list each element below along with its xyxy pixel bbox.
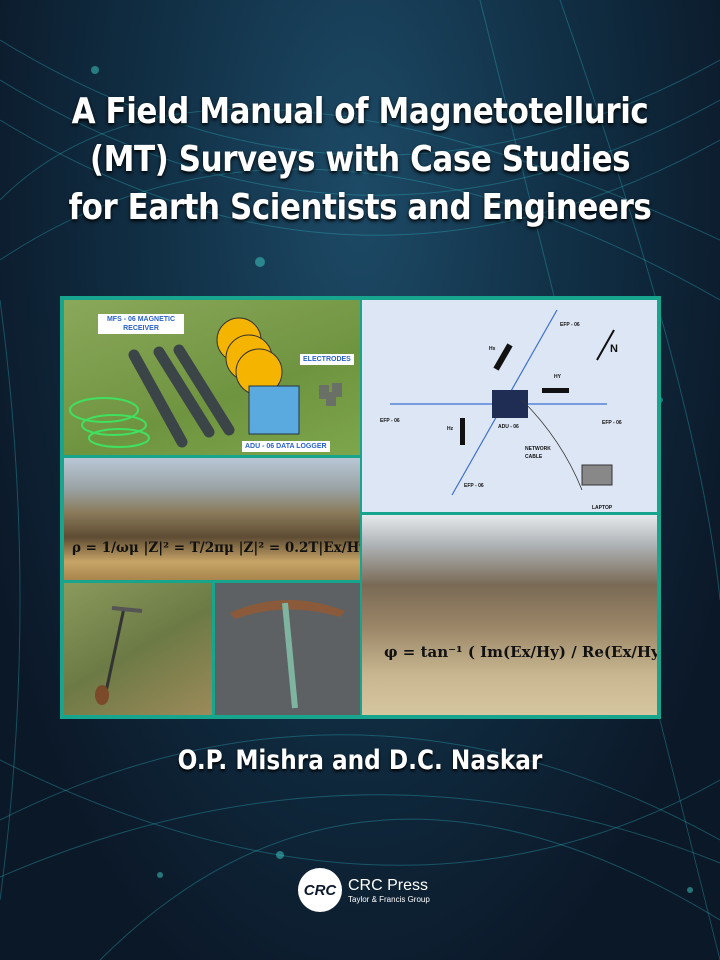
publisher-name: CRC Press <box>348 876 429 894</box>
equipment-photo: MFS - 06 MAGNETIC RECEIVER ELECTRODES AD… <box>64 300 360 455</box>
diagram-label: ADU - 06 <box>498 424 519 430</box>
crc-logo: CRC <box>298 868 342 912</box>
title-line: for Earth Scientists and Engineers <box>68 187 652 228</box>
diagram-label: Hx <box>489 346 496 352</box>
diagram-label: EFP - 06 <box>380 418 400 424</box>
diagram-label: LAPTOP <box>592 505 613 511</box>
label-electrodes: ELECTRODES <box>300 354 354 365</box>
landscape-photo-resistivity: ρ = 1/ωμ |Z|² = T/2πμ |Z|² = 0.2T|Ex/Hy|… <box>64 458 360 580</box>
auger-photo <box>64 583 212 715</box>
diagram-label: CABLE <box>525 454 543 460</box>
authors: O.P. Mishra and D.C. Naskar <box>177 745 543 776</box>
diagram-label: NETWORK <box>525 446 551 452</box>
resistivity-formula: ρ = 1/ωμ |Z|² = T/2πμ |Z|² = 0.2T|Ex/Hy|… <box>72 540 360 556</box>
mountain-photo-phase: φ = tan⁻¹ ( Im(Ex/Hy) / Re(Ex/Hy) ) <box>362 515 657 715</box>
diagram-label: EFP - 06 <box>602 420 622 426</box>
image-collage: MFS - 06 MAGNETIC RECEIVER ELECTRODES AD… <box>60 296 661 719</box>
publisher-group: Taylor & Francis Group <box>348 894 430 904</box>
title-line: (MT) Surveys with Case Studies <box>89 139 631 180</box>
mt-layout-diagram: EFP - 06 EFP - 06 EFP - 06 EFP - 06 Hx H… <box>362 300 657 512</box>
north-label: N <box>610 343 618 355</box>
label-magnetic-receiver: MFS - 06 MAGNETIC RECEIVER <box>98 314 184 334</box>
label-data-logger: ADU - 06 DATA LOGGER <box>242 441 330 452</box>
publisher-logo: CRC CRC Press Taylor & Francis Group <box>298 868 430 912</box>
book-title: A Field Manual of Magnetotelluric (MT) S… <box>50 88 669 232</box>
diagram-label: HY <box>554 374 562 380</box>
diagram-label: Hz <box>447 426 454 432</box>
pickaxe-photo <box>215 583 360 715</box>
title-line: A Field Manual of Magnetotelluric <box>71 91 649 132</box>
diagram-label: EFP - 06 <box>560 322 580 328</box>
diagram-label: EFP - 06 <box>464 483 484 489</box>
phase-formula: φ = tan⁻¹ ( Im(Ex/Hy) / Re(Ex/Hy) ) <box>384 643 657 661</box>
